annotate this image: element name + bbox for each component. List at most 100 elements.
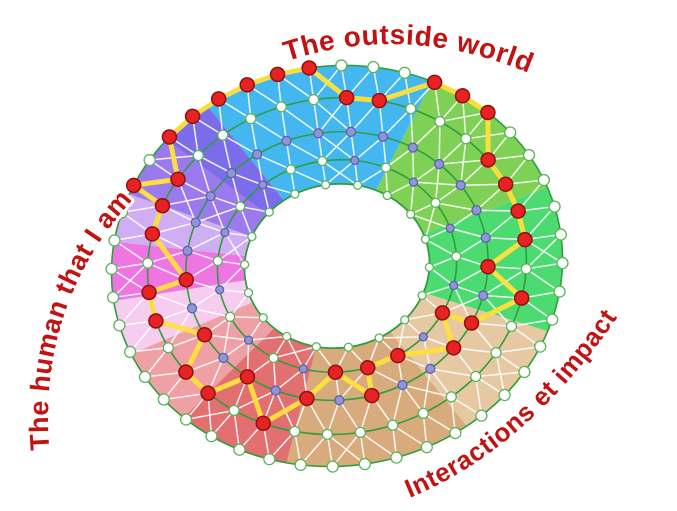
- red-node: [445, 340, 462, 356]
- red-node: [510, 203, 526, 219]
- purple-node: [334, 395, 345, 406]
- white-node: [417, 290, 427, 301]
- white-node: [390, 451, 403, 464]
- white-node: [490, 347, 502, 359]
- purple-node: [449, 280, 459, 291]
- white-node: [317, 155, 328, 167]
- white-node: [105, 262, 118, 276]
- purple-node: [205, 191, 216, 202]
- white-node: [505, 320, 518, 332]
- purple-node: [480, 232, 491, 243]
- white-node: [553, 285, 566, 298]
- sector-violet: [166, 105, 284, 215]
- sector-red-light: [131, 302, 275, 418]
- white-node: [434, 115, 446, 128]
- red-node: [301, 60, 317, 76]
- white-node: [518, 365, 531, 379]
- white-node: [205, 430, 218, 443]
- red-node: [141, 284, 157, 301]
- purple-node: [270, 385, 281, 396]
- white-node: [108, 234, 121, 247]
- white-node: [157, 393, 170, 406]
- white-node: [245, 113, 257, 125]
- red-node: [161, 129, 178, 145]
- white-node: [224, 311, 236, 323]
- red-node: [513, 290, 530, 306]
- red-node: [239, 369, 256, 385]
- red-node: [327, 364, 344, 380]
- white-node: [285, 164, 296, 175]
- white-node: [470, 370, 482, 383]
- purple-node: [281, 135, 292, 147]
- purple-node: [220, 227, 230, 238]
- white-node: [382, 190, 392, 201]
- red-node: [480, 104, 496, 121]
- purple-node: [350, 155, 360, 166]
- purple-node: [445, 223, 455, 233]
- white-node: [239, 259, 250, 270]
- red-node: [154, 197, 171, 214]
- white-node: [400, 315, 410, 325]
- white-node: [258, 313, 268, 323]
- red-node: [239, 77, 255, 93]
- white-node: [179, 413, 193, 426]
- white-node: [546, 313, 559, 326]
- red-node: [210, 91, 227, 107]
- red-node: [480, 258, 496, 275]
- white-node: [217, 129, 229, 141]
- white-node: [449, 426, 462, 440]
- red-node: [463, 315, 480, 331]
- red-node: [497, 176, 514, 192]
- white-node: [282, 331, 292, 342]
- white-node: [115, 206, 128, 219]
- purple-node: [190, 217, 201, 228]
- white-node: [548, 200, 561, 213]
- white-node: [354, 426, 367, 439]
- white-node: [424, 262, 435, 273]
- white-node: [212, 255, 223, 267]
- white-node: [243, 288, 254, 298]
- white-node: [321, 428, 333, 441]
- red-node: [360, 359, 376, 376]
- white-node: [289, 425, 301, 438]
- white-node: [387, 419, 399, 431]
- white-node: [374, 333, 384, 343]
- white-node: [556, 256, 569, 270]
- white-node: [123, 345, 137, 359]
- purple-node: [407, 142, 419, 153]
- sector-purple: [129, 139, 268, 237]
- white-node: [107, 291, 120, 304]
- purple-node: [425, 363, 436, 374]
- white-node: [380, 162, 392, 173]
- white-node: [263, 453, 276, 466]
- white-node: [138, 370, 152, 384]
- white-node: [451, 251, 462, 262]
- purple-node: [218, 352, 229, 364]
- white-node: [235, 201, 246, 212]
- red-node: [196, 326, 213, 343]
- white-node: [294, 458, 307, 472]
- white-node: [504, 126, 517, 139]
- white-node: [162, 342, 174, 354]
- white-node: [420, 441, 433, 454]
- white-node: [520, 263, 532, 275]
- white-node: [192, 149, 204, 162]
- purple-node: [258, 180, 268, 190]
- red-node: [178, 364, 194, 380]
- white-node: [534, 340, 547, 353]
- white-node: [398, 66, 411, 79]
- red-node: [454, 88, 471, 104]
- white-node: [498, 388, 511, 402]
- white-node: [233, 443, 246, 456]
- wheel: [105, 59, 569, 473]
- red-node: [480, 152, 496, 168]
- white-node: [143, 153, 156, 167]
- white-node: [430, 197, 441, 209]
- white-node: [335, 59, 348, 72]
- white-node: [290, 189, 300, 199]
- white-node: [475, 409, 488, 422]
- purple-node: [186, 303, 198, 314]
- red-node: [200, 385, 216, 401]
- purple-node: [478, 290, 489, 301]
- white-node: [113, 319, 126, 332]
